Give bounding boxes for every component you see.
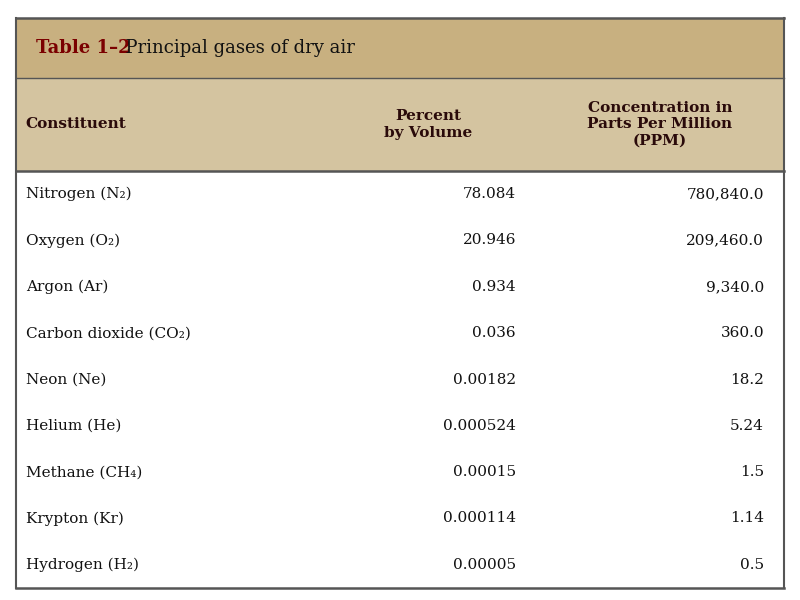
- Text: 0.000524: 0.000524: [443, 419, 516, 433]
- Text: 780,840.0: 780,840.0: [686, 187, 764, 201]
- FancyBboxPatch shape: [16, 78, 784, 171]
- Text: Neon (Ne): Neon (Ne): [26, 373, 106, 386]
- Text: 18.2: 18.2: [730, 373, 764, 386]
- Text: 0.00005: 0.00005: [453, 558, 516, 572]
- Text: Krypton (Kr): Krypton (Kr): [26, 511, 123, 526]
- Text: Carbon dioxide (CO₂): Carbon dioxide (CO₂): [26, 326, 190, 340]
- Text: Helium (He): Helium (He): [26, 419, 121, 433]
- Text: 20.946: 20.946: [462, 233, 516, 247]
- Text: 0.5: 0.5: [740, 558, 764, 572]
- Text: 0.00015: 0.00015: [453, 465, 516, 479]
- Text: Hydrogen (H₂): Hydrogen (H₂): [26, 557, 138, 572]
- Text: 0.036: 0.036: [472, 326, 516, 340]
- Text: Percent
by Volume: Percent by Volume: [384, 109, 472, 140]
- Text: 209,460.0: 209,460.0: [686, 233, 764, 247]
- Text: Principal gases of dry air: Principal gases of dry air: [114, 39, 355, 57]
- Text: 9,340.0: 9,340.0: [706, 280, 764, 294]
- Text: Table 1–2: Table 1–2: [36, 39, 130, 57]
- Text: 1.14: 1.14: [730, 511, 764, 526]
- Text: 5.24: 5.24: [730, 419, 764, 433]
- Text: 78.084: 78.084: [463, 187, 516, 201]
- Text: 1.5: 1.5: [740, 465, 764, 479]
- Text: 0.00182: 0.00182: [453, 373, 516, 386]
- Text: Nitrogen (N₂): Nitrogen (N₂): [26, 187, 131, 202]
- Text: Constituent: Constituent: [26, 118, 126, 131]
- Text: 360.0: 360.0: [720, 326, 764, 340]
- Text: 0.934: 0.934: [472, 280, 516, 294]
- Text: 0.000114: 0.000114: [443, 511, 516, 526]
- Text: Argon (Ar): Argon (Ar): [26, 280, 108, 294]
- Text: Oxygen (O₂): Oxygen (O₂): [26, 233, 120, 248]
- Text: Concentration in
Parts Per Million
(PPM): Concentration in Parts Per Million (PPM): [587, 101, 733, 148]
- FancyBboxPatch shape: [16, 18, 784, 78]
- Text: Methane (CH₄): Methane (CH₄): [26, 465, 142, 479]
